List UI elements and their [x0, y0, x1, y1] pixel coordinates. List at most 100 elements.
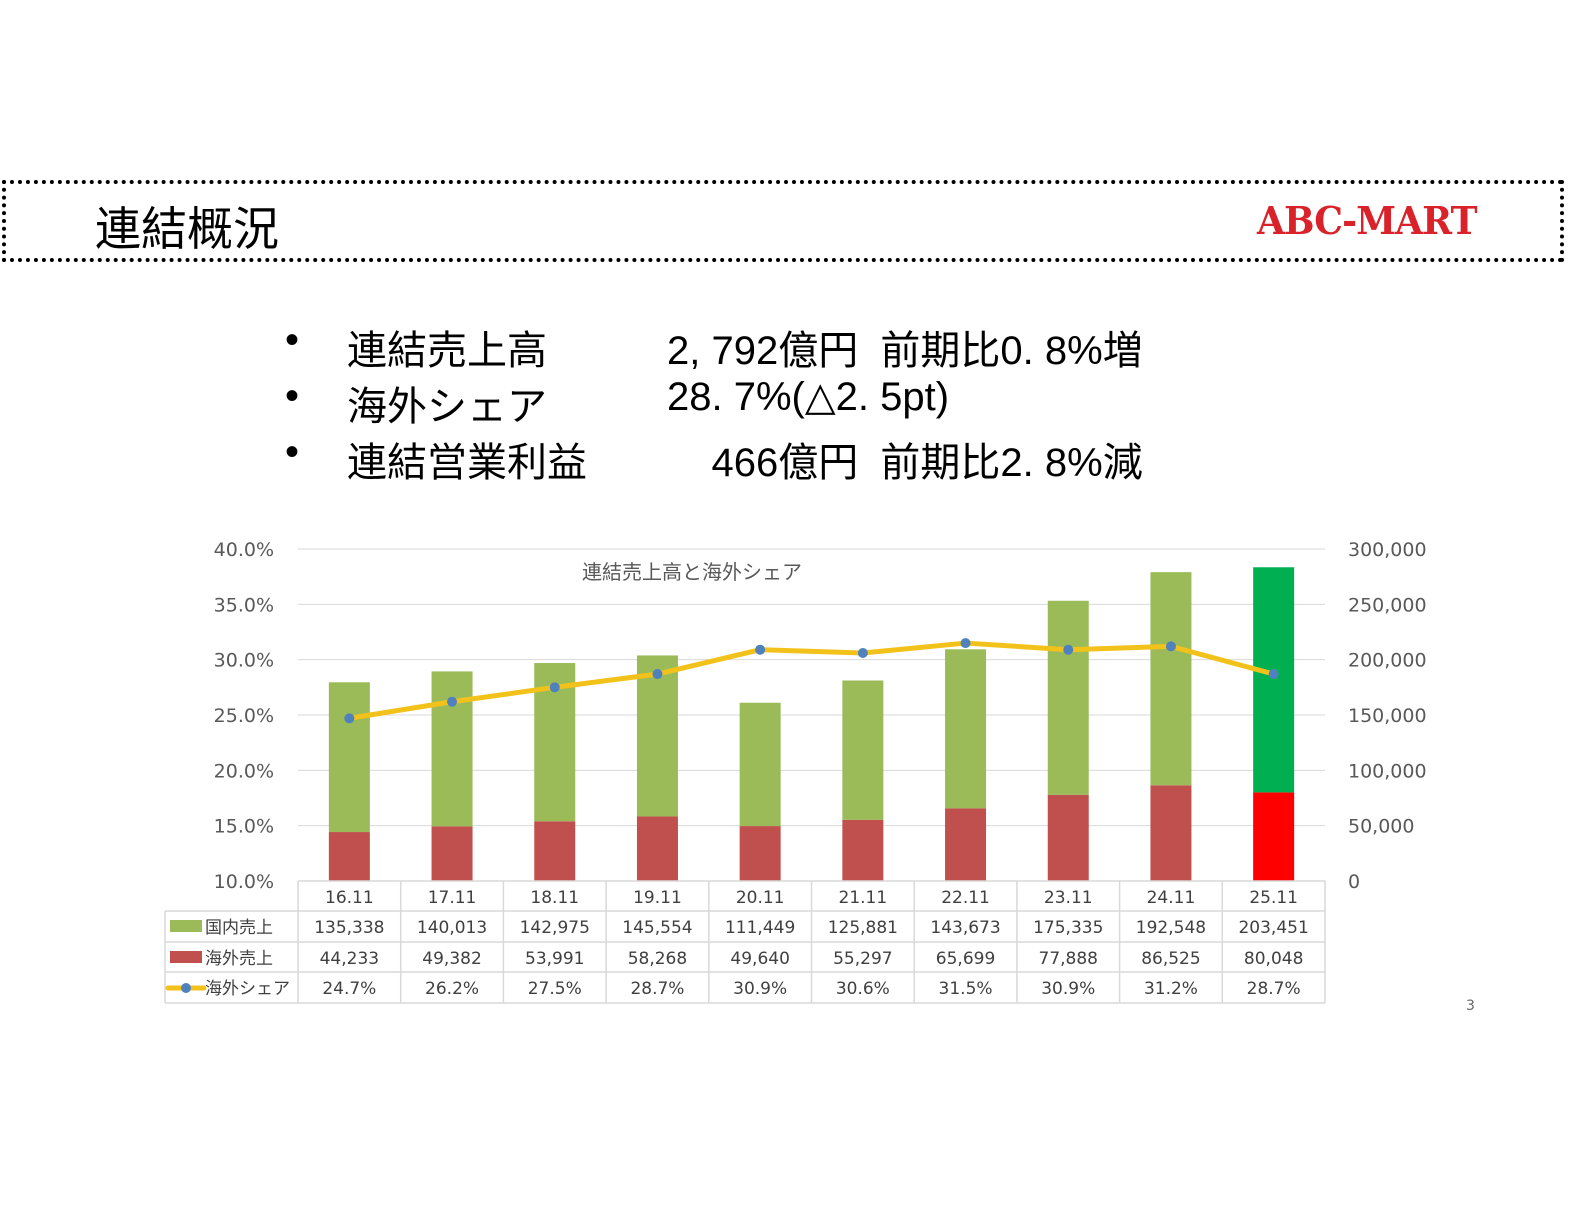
- table-cell: 53,991: [525, 949, 584, 969]
- bar-overseas-sales: [739, 826, 781, 881]
- bar-domestic-sales: [842, 680, 884, 820]
- overseas-share-marker: [1165, 641, 1176, 652]
- overseas-share-marker: [1063, 644, 1074, 655]
- table-cell: 125,881: [828, 918, 898, 938]
- left-axis-tick-label: 15.0%: [214, 816, 274, 838]
- table-cell: 31.5%: [939, 979, 993, 999]
- table-cell: 30.9%: [1041, 979, 1095, 999]
- bar-domestic-sales: [945, 649, 987, 809]
- category-label: 19.11: [633, 888, 682, 908]
- bullet-value: 466億円 前期比2. 8%減: [667, 441, 1143, 485]
- bar-overseas-sales: [1047, 794, 1089, 881]
- overseas-share-marker: [549, 682, 560, 693]
- bar-overseas-sales: [1253, 792, 1295, 881]
- bar-domestic-sales: [1047, 600, 1089, 795]
- bullet-label: 連結売上高: [347, 329, 547, 373]
- overseas-share-marker: [755, 644, 766, 655]
- table-cell: 80,048: [1244, 949, 1303, 969]
- bar-domestic-sales: [431, 671, 473, 827]
- table-cell: 135,338: [314, 918, 384, 938]
- table-cell: 65,699: [936, 949, 995, 969]
- right-axis-tick-label: 0: [1348, 871, 1360, 893]
- category-label: 25.11: [1249, 888, 1298, 908]
- overseas-share-marker: [857, 648, 868, 659]
- bullet-icon: •: [285, 318, 300, 362]
- bar-overseas-sales: [636, 816, 678, 881]
- left-axis-tick-label: 25.0%: [214, 705, 274, 727]
- bullet-label: 連結営業利益: [347, 441, 587, 485]
- left-axis-tick-label: 20.0%: [214, 760, 274, 782]
- table-cell: 111,449: [725, 918, 795, 938]
- right-axis-tick-label: 150,000: [1348, 705, 1427, 727]
- table-cell: 142,975: [520, 918, 590, 938]
- left-axis-tick-label: 40.0%: [214, 539, 274, 561]
- table-cell: 30.6%: [836, 979, 890, 999]
- category-label: 18.11: [530, 888, 579, 908]
- table-cell: 49,640: [730, 949, 789, 969]
- summary-bullets: • 連結売上高 2, 792億円 前期比0. 8%増 • 海外シェア 28. 7%(△2…: [285, 318, 1285, 486]
- bar-domestic-sales: [636, 655, 678, 817]
- legend-label: 海外シェア: [205, 979, 290, 999]
- table-cell: 30.9%: [733, 979, 787, 999]
- right-axis-tick-label: 100,000: [1348, 760, 1427, 782]
- category-label: 22.11: [941, 888, 990, 908]
- legend-key-domestic: [170, 920, 202, 932]
- table-cell: 49,382: [422, 949, 481, 969]
- category-label: 23.11: [1044, 888, 1093, 908]
- bar-domestic-sales: [739, 702, 781, 827]
- table-cell: 86,525: [1141, 949, 1200, 969]
- bullet-label: 海外シェア: [347, 385, 547, 429]
- left-axis-tick-label: 10.0%: [214, 871, 274, 893]
- right-axis-tick-label: 200,000: [1348, 650, 1427, 672]
- bar-overseas-sales: [431, 826, 473, 881]
- table-cell: 140,013: [417, 918, 487, 938]
- table-cell: 58,268: [628, 949, 687, 969]
- legend-label: 海外売上: [205, 949, 273, 969]
- overseas-share-marker: [344, 713, 355, 724]
- table-cell: 203,451: [1238, 918, 1308, 938]
- bullet-overseas-share: • 海外シェア 28. 7%(△2. 5pt): [285, 374, 1285, 430]
- overseas-share-line: [348, 640, 1275, 721]
- category-label: 20.11: [736, 888, 785, 908]
- table-cell: 27.5%: [528, 979, 582, 999]
- bar-domestic-sales: [1150, 572, 1192, 786]
- bullet-value: 2, 792億円 前期比0. 8%増: [667, 329, 1143, 373]
- overseas-share-marker: [1268, 669, 1279, 680]
- bullet-sales: • 連結売上高 2, 792億円 前期比0. 8%増: [285, 318, 1285, 374]
- table-cell: 44,233: [320, 949, 379, 969]
- table-cell: 175,335: [1033, 918, 1103, 938]
- table-cell: 24.7%: [322, 979, 376, 999]
- right-axis-tick-label: 250,000: [1348, 594, 1427, 616]
- page-title: 連結概況: [95, 202, 279, 256]
- overseas-share-marker: [960, 638, 971, 649]
- page-number: 3: [1466, 998, 1475, 1014]
- table-cell: 77,888: [1039, 949, 1098, 969]
- right-axis-tick-label: 50,000: [1348, 816, 1414, 838]
- legend-key-overseas: [170, 951, 202, 963]
- table-cell: 145,554: [622, 918, 692, 938]
- abc-mart-logo: ABC-MART: [1257, 198, 1477, 243]
- bullet-icon: •: [285, 374, 300, 418]
- bar-overseas-sales: [945, 808, 987, 881]
- header-frame: [2, 180, 1564, 262]
- table-cell: 26.2%: [425, 979, 479, 999]
- chart-title: 連結売上高と海外シェア: [582, 560, 802, 584]
- category-label: 24.11: [1147, 888, 1196, 908]
- bullet-operating-profit: • 連結営業利益 466億円 前期比2. 8%減: [285, 430, 1285, 486]
- left-axis-tick-label: 35.0%: [214, 594, 274, 616]
- table-cell: 31.2%: [1144, 979, 1198, 999]
- bar-overseas-sales: [534, 821, 576, 881]
- bullet-icon: •: [285, 430, 300, 474]
- bullet-value: 28. 7%(△2. 5pt): [667, 375, 950, 419]
- bar-overseas-sales: [1150, 785, 1192, 881]
- overseas-share-marker: [447, 696, 458, 707]
- table-cell: 28.7%: [630, 979, 684, 999]
- bar-overseas-sales: [842, 819, 884, 881]
- table-cell: 55,297: [833, 949, 892, 969]
- bar-domestic-sales: [328, 682, 370, 833]
- table-cell: 192,548: [1136, 918, 1206, 938]
- legend-label: 国内売上: [205, 918, 273, 938]
- left-axis-tick-label: 30.0%: [214, 650, 274, 672]
- category-label: 16.11: [325, 888, 374, 908]
